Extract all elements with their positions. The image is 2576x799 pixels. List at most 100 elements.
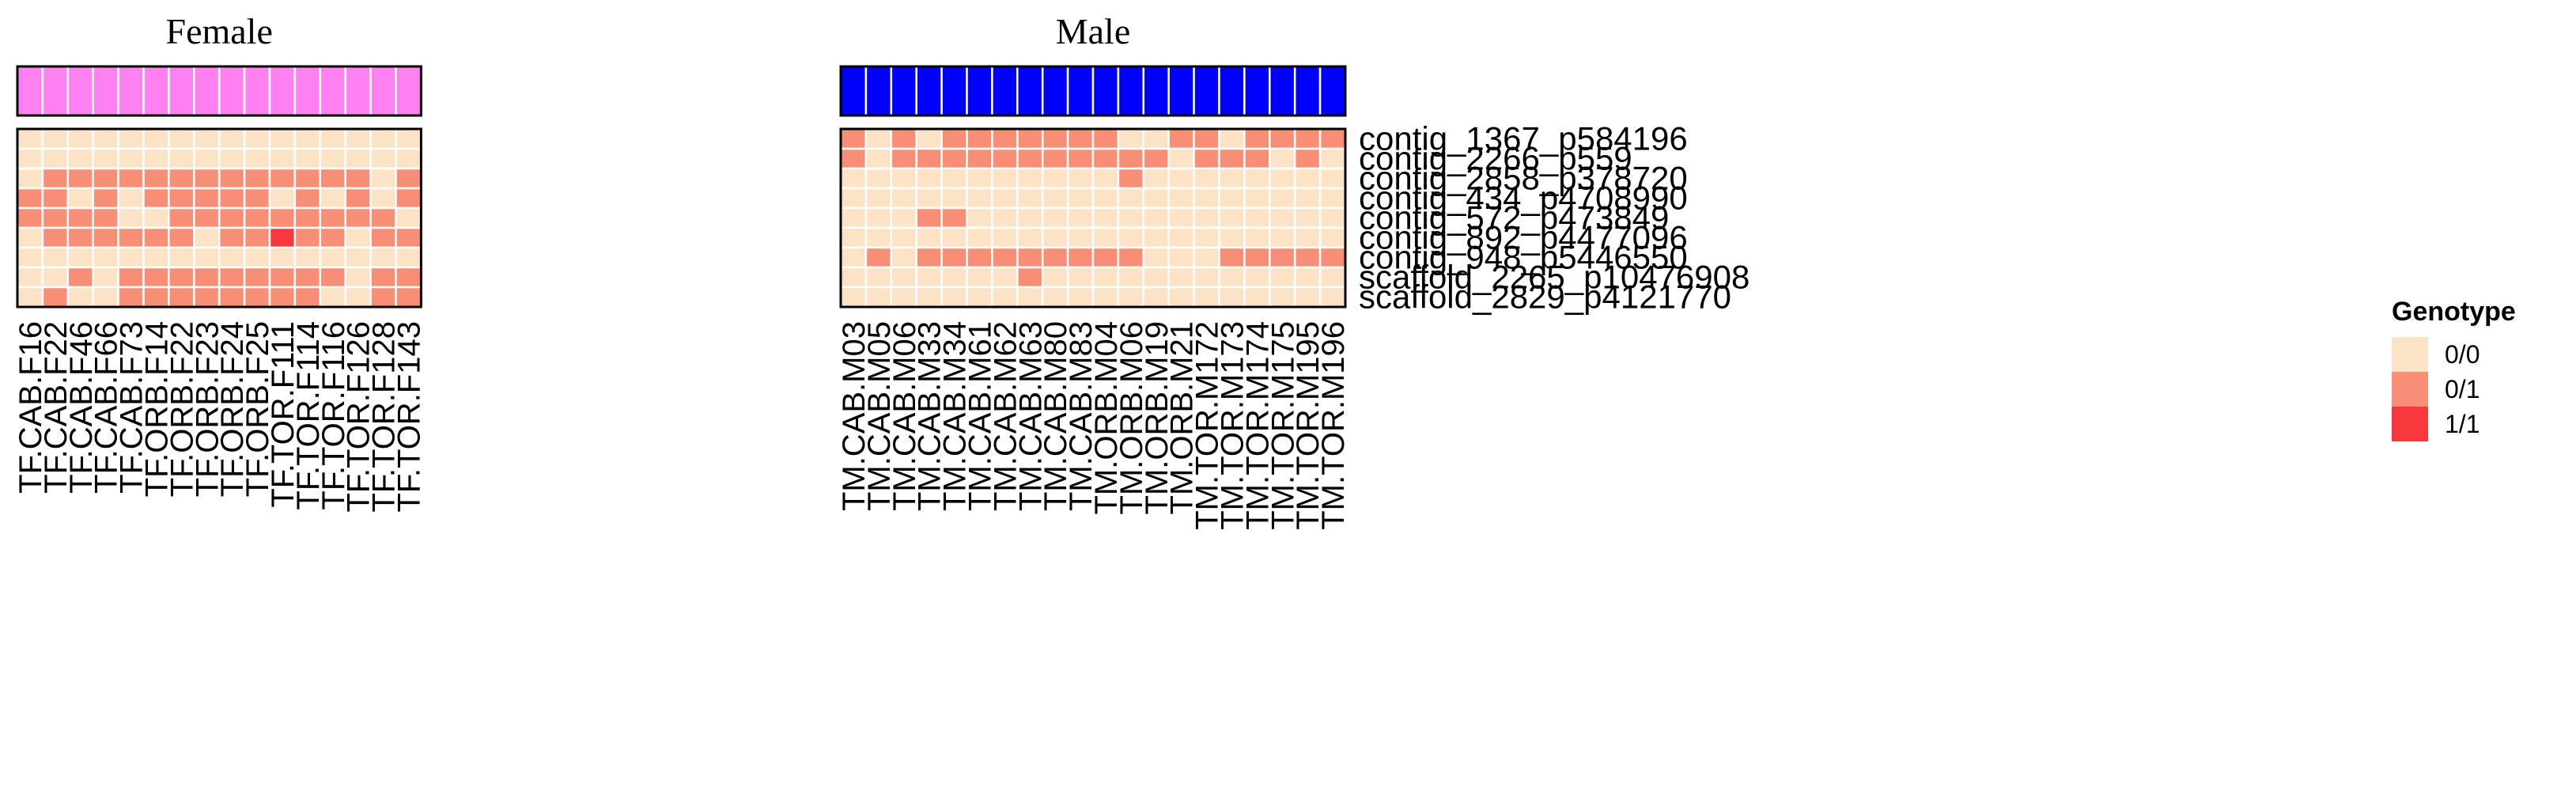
heatmap-cell [395, 187, 422, 210]
heatmap-cell [293, 286, 322, 309]
heatmap-cell [268, 246, 297, 269]
group-titles: Female Male [165, 11, 1130, 51]
heatmap-cell [319, 206, 346, 229]
heatmap-cell [142, 167, 170, 190]
heatmap-cell [839, 127, 868, 150]
heatmap-cell [92, 266, 119, 289]
heatmap-cell [168, 167, 195, 190]
heatmap-cell [1041, 147, 1069, 170]
heatmap-cell [890, 226, 917, 249]
heatmap-cell [1016, 147, 1044, 170]
heatmap-cell [839, 206, 868, 229]
group-annotation-border [16, 65, 422, 117]
heatmap-cell [1091, 167, 1120, 190]
heatmap-cell [991, 167, 1019, 190]
heatmap-cell [395, 127, 422, 150]
heatmap-cell [16, 246, 44, 269]
group-annotation-cell [1293, 65, 1322, 117]
heatmap-cell [890, 286, 917, 309]
group-annotation-cell [243, 65, 271, 117]
heatmap-cell [1193, 286, 1220, 309]
group-annotation-cell [890, 65, 917, 117]
heatmap-cell [293, 206, 322, 229]
heatmap-cell [940, 266, 968, 289]
heatmap-cell [395, 246, 422, 269]
heatmap-cell [218, 246, 246, 269]
heatmap-cell [1142, 226, 1170, 249]
heatmap-cell [218, 206, 246, 229]
heatmap-cell [1016, 226, 1044, 249]
heatmap-cell [344, 127, 372, 150]
heatmap-cell [966, 266, 993, 289]
heatmap-cell [1142, 286, 1170, 309]
heatmap-cell [1218, 206, 1246, 229]
heatmap-cell [268, 127, 297, 150]
heatmap-cell [940, 127, 968, 150]
heatmap-cell [243, 206, 271, 229]
heatmap-cell [344, 206, 372, 229]
heatmap-cell [1117, 167, 1145, 190]
heatmap-cell [1318, 266, 1347, 289]
heatmap-cell [1091, 246, 1120, 269]
heatmap-cell [991, 286, 1019, 309]
column-label: TF.TOR.F111 [266, 321, 301, 508]
heatmap-cell [1218, 127, 1246, 150]
heatmap-cell [1142, 147, 1170, 170]
heatmap-cell [1269, 127, 1296, 150]
heatmap-cell [243, 187, 271, 210]
heatmap-cell [1293, 246, 1322, 269]
heatmap-cell [41, 147, 70, 170]
heatmap-cell [1269, 147, 1296, 170]
heatmap-cell [142, 286, 170, 309]
heatmap-cell [369, 286, 397, 309]
heatmap-cell [344, 266, 372, 289]
heatmap-cell [1193, 266, 1220, 289]
heatmap-cell [243, 167, 271, 190]
heatmap-cell [991, 147, 1019, 170]
heatmap-cell [1243, 206, 1271, 229]
heatmap-cell [1167, 187, 1195, 210]
heatmap-cell [839, 147, 868, 170]
heatmap-cell [1142, 266, 1170, 289]
heatmap-cell [1318, 147, 1347, 170]
heatmap-cell [1269, 167, 1296, 190]
column-label: TM.ORB.M06 [1114, 321, 1149, 514]
column-label: TF.CAB.F73 [115, 321, 149, 494]
heatmap-cell [966, 286, 993, 309]
heatmap-cell [1243, 127, 1271, 150]
heatmap-cell [1218, 226, 1246, 249]
heatmap-cell [344, 147, 372, 170]
heatmap-cell [915, 127, 943, 150]
heatmap-cell [92, 246, 119, 269]
heatmap-cell [1269, 187, 1296, 210]
column-label: TM.CAB.M06 [887, 321, 922, 511]
row-label: scaffold_2829_p4121770 [1359, 278, 1731, 316]
column-label: TF.TOR.F126 [342, 321, 376, 513]
heatmap-cell [839, 286, 868, 309]
column-label: TF.TOR.F128 [367, 321, 402, 513]
heatmap-cell [268, 286, 297, 309]
heatmap-cell [1167, 127, 1195, 150]
heatmap-cell [319, 286, 346, 309]
heatmap-cell [915, 286, 943, 309]
heatmap-cell [369, 246, 397, 269]
heatmap-cell [1318, 127, 1347, 150]
heatmap-cell [369, 266, 397, 289]
heatmap-cell [293, 127, 322, 150]
heatmap-cell [839, 246, 868, 269]
heatmap-cell [1243, 266, 1271, 289]
heatmap-cell [395, 266, 422, 289]
heatmap-cell [1016, 187, 1044, 210]
heatmap-cell [1117, 187, 1145, 210]
heatmap-cell [864, 167, 893, 190]
group-annotation-cell [864, 65, 893, 117]
heatmap-cell [92, 187, 119, 210]
heatmap-cell [218, 147, 246, 170]
heatmap-cell [369, 167, 397, 190]
row-label: contig_892_p4477096 [1359, 219, 1688, 256]
heatmap-cell [293, 187, 322, 210]
heatmap-cell [41, 246, 70, 269]
heatmap-cell [1142, 127, 1170, 150]
heatmap-cell [966, 127, 993, 150]
heatmap-cell [1293, 286, 1322, 309]
